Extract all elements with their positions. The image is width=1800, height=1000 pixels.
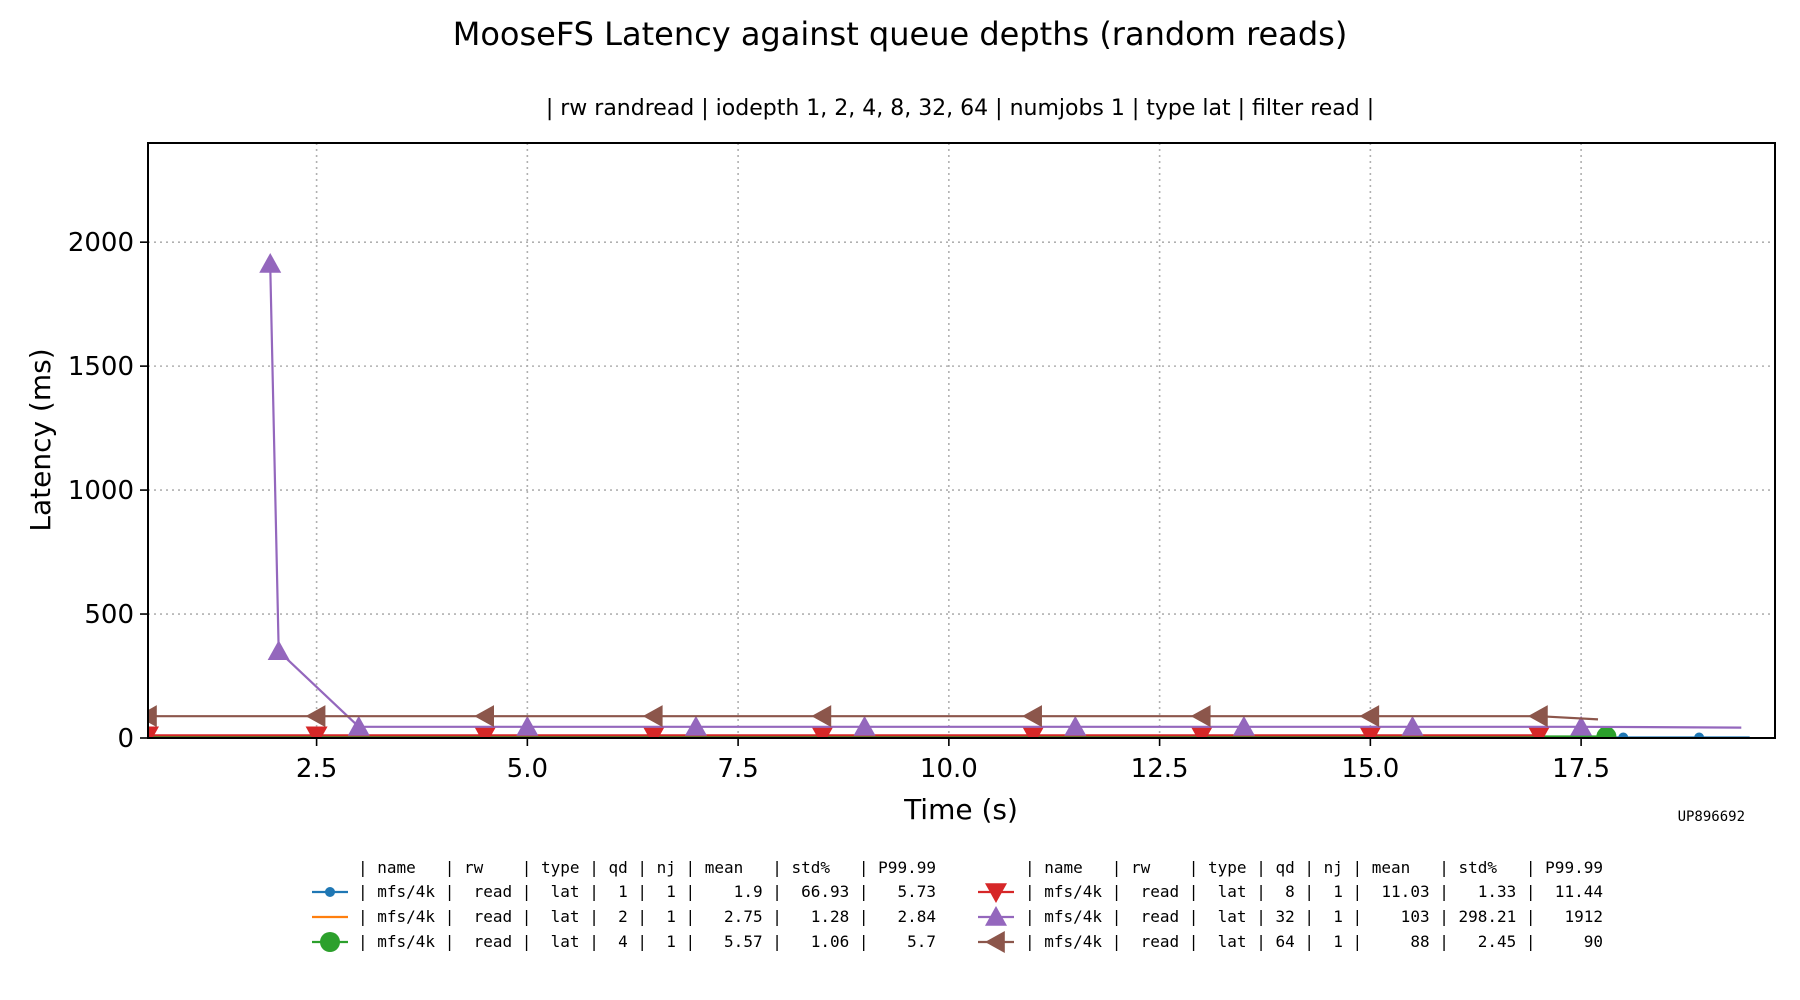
y-tick-label: 1500: [68, 352, 134, 382]
data-point: [1232, 715, 1255, 736]
plot-area-frame: [147, 142, 1776, 739]
x-tick-label: 5.0: [507, 754, 548, 784]
data-point: [347, 715, 370, 736]
legend-item: | mfs/4k | read | lat | 8 | 1 | 11.03 | …: [978, 882, 1603, 903]
data-point: [1570, 715, 1593, 736]
grid-layer: [148, 143, 1775, 739]
legend-item: | mfs/4k | read | lat | 1 | 1 | 1.9 | 66…: [312, 882, 936, 901]
data-point: [1618, 732, 1629, 738]
chart-subtitle: | rw randread | iodepth 1, 2, 4, 8, 32, …: [546, 96, 1374, 121]
data-point: [148, 705, 157, 728]
legend-label: | mfs/4k | read | lat | 1 | 1 | 1.9 | 66…: [358, 882, 936, 901]
data-point: [1022, 705, 1042, 728]
y-tick-label: 500: [84, 600, 134, 630]
legend-item: | mfs/4k | read | lat | 32 | 1 | 103 | 2…: [978, 906, 1603, 926]
legend-header-left: | name | rw | type | qd | nj | mean | st…: [358, 858, 936, 877]
series-4: [259, 252, 1742, 736]
legend-label: | mfs/4k | read | lat | 64 | 1 | 88 | 2.…: [1025, 932, 1603, 951]
legend-swatch-marker: [985, 883, 1007, 903]
x-tick-label: 12.5: [1131, 754, 1189, 784]
watermark-label: UP896692: [1678, 809, 1745, 825]
legend-header-right: | name | rw | type | qd | nj | mean | st…: [1025, 858, 1603, 877]
data-point: [1527, 726, 1550, 738]
data-point: [1359, 726, 1382, 738]
data-point: [1527, 705, 1548, 728]
legend-item: | mfs/4k | read | lat | 64 | 1 | 88 | 2.…: [978, 931, 1603, 953]
series-line: [269, 263, 1742, 729]
y-tick-label: 0: [117, 724, 134, 754]
series-line: [148, 715, 1599, 721]
x-tick-label: 15.0: [1341, 754, 1399, 784]
data-point: [305, 726, 328, 738]
data-point: [1694, 732, 1705, 738]
data-point: [267, 640, 290, 661]
legend: | name | rw | type | qd | nj | mean | st…: [312, 858, 1603, 953]
series-layer: [148, 252, 1750, 738]
x-axis-label: Time (s): [903, 793, 1018, 826]
chart-title: MooseFS Latency against queue depths (ra…: [453, 15, 1348, 53]
data-point: [1190, 705, 1211, 728]
x-axis-ticks: 2.5 5.0 7.5 10.0 12.5 15.0 17.5: [296, 738, 1610, 784]
series-5: [148, 705, 1599, 728]
x-tick-label: 17.5: [1552, 754, 1610, 784]
x-tick-label: 7.5: [717, 754, 758, 784]
legend-item: | mfs/4k | read | lat | 4 | 1 | 5.57 | 1…: [312, 932, 936, 952]
data-point: [1596, 726, 1617, 738]
y-axis-ticks: 0 500 1000 1500 2000: [68, 228, 148, 754]
series-3: [148, 726, 1550, 738]
legend-swatch-marker: [985, 906, 1007, 926]
data-point: [516, 715, 539, 736]
data-point: [259, 252, 282, 273]
data-point: [1359, 705, 1380, 728]
data-point: [684, 715, 707, 736]
y-axis-label: Latency (ms): [24, 348, 57, 531]
data-point: [1401, 715, 1424, 736]
data-point: [853, 715, 876, 736]
data-point: [642, 705, 663, 728]
data-point: [811, 705, 832, 728]
data-point: [474, 726, 497, 738]
data-point: [148, 726, 159, 738]
data-point: [1190, 726, 1213, 738]
y-tick-label: 2000: [68, 228, 134, 258]
data-point: [474, 705, 495, 728]
legend-label: | mfs/4k | read | lat | 8 | 1 | 11.03 | …: [1025, 882, 1603, 901]
legend-swatch-marker: [985, 931, 1005, 953]
data-point: [642, 726, 665, 738]
legend-swatch-marker: [320, 932, 340, 952]
data-point: [811, 726, 834, 738]
series-2: [148, 726, 1617, 738]
data-point: [1064, 715, 1087, 736]
legend-label: | mfs/4k | read | lat | 4 | 1 | 5.57 | 1…: [358, 932, 936, 951]
legend-item: | mfs/4k | read | lat | 2 | 1 | 2.75 | 1…: [312, 907, 936, 926]
data-point: [305, 705, 326, 728]
y-tick-label: 1000: [68, 476, 134, 506]
legend-label: | mfs/4k | read | lat | 32 | 1 | 103 | 2…: [1025, 907, 1603, 926]
data-point: [1022, 726, 1045, 738]
legend-entries: | mfs/4k | read | lat | 1 | 1 | 1.9 | 66…: [312, 882, 1603, 953]
x-tick-label: 10.0: [920, 754, 978, 784]
legend-swatch-marker: [325, 887, 335, 897]
x-tick-label: 2.5: [296, 754, 337, 784]
legend-label: | mfs/4k | read | lat | 2 | 1 | 2.75 | 1…: [358, 907, 936, 926]
